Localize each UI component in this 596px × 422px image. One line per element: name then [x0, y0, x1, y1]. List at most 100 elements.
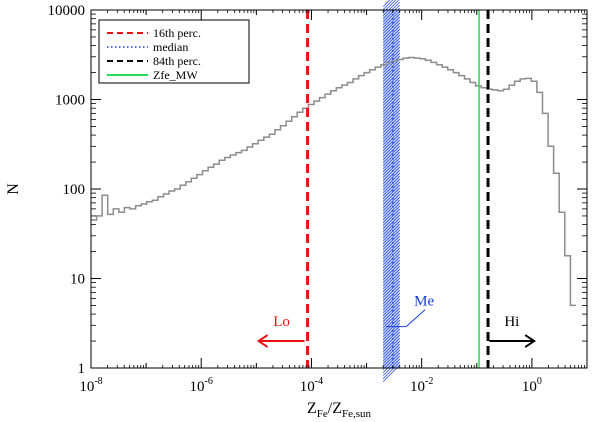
median-band-hatch — [382, 202, 400, 220]
lo-arrow-head — [256, 334, 269, 348]
median-band-hatch — [382, 307, 400, 325]
median-band-hatch — [382, 61, 400, 79]
median-band-hatch — [382, 133, 400, 151]
median-band-hatch — [382, 145, 400, 163]
median-band-hatch — [382, 277, 400, 295]
median-band-hatch — [382, 280, 400, 298]
median-band-hatch — [382, 238, 400, 256]
median-band-hatch — [382, 289, 400, 307]
y-tick-label: 10000 — [48, 3, 86, 19]
median-band-hatch — [382, 235, 400, 253]
median-band-hatch — [382, 232, 400, 250]
x-axis-label-slash: /Z — [328, 400, 342, 417]
x-axis-label: ZFe/ZFe,sun — [307, 400, 372, 420]
x-axis-label-sub2: Fe,sun — [342, 408, 372, 420]
median-band-hatch — [382, 13, 400, 31]
annotations-layer: Lo Hi Me — [256, 294, 536, 348]
median-band-hatch — [382, 163, 400, 181]
median-band-hatch — [382, 31, 400, 49]
median-band-hatch — [382, 142, 400, 160]
legend-label: median — [153, 40, 188, 54]
median-band-hatch — [382, 88, 400, 106]
median-band-hatch — [382, 211, 400, 229]
x-tick-label-exponent: 0 — [537, 376, 542, 387]
median-band-hatch — [382, 223, 400, 241]
median-band-hatch — [382, 118, 400, 136]
median-band-hatch — [382, 187, 400, 205]
median-band-hatch — [382, 103, 400, 121]
median-band-hatch — [382, 22, 400, 40]
median-band-hatch — [382, 130, 400, 148]
median-band-hatch — [382, 10, 400, 28]
median-band-hatch — [382, 151, 400, 169]
median-band-hatch — [382, 259, 400, 277]
median-band-hatch — [382, 346, 400, 364]
hi-arrow-head — [524, 334, 536, 348]
median-band-layer — [382, 0, 400, 382]
median-band-hatch — [382, 178, 400, 196]
x-axis-label-sub1: Fe — [317, 408, 328, 420]
median-band-hatch — [382, 256, 400, 274]
median-band-hatch — [382, 199, 400, 217]
x-tick-label-exponent: -6 — [205, 376, 213, 387]
median-band-hatch — [382, 160, 400, 178]
median-band-hatch — [382, 76, 400, 94]
median-band-hatch — [382, 283, 400, 301]
median-band-hatch — [382, 271, 400, 289]
median-band-hatch — [382, 64, 400, 82]
median-band-hatch — [382, 154, 400, 172]
median-band-hatch — [382, 0, 394, 10]
median-band-hatch — [382, 208, 400, 226]
median-band-hatch — [382, 301, 400, 319]
x-tick-label-base: 10 — [522, 379, 537, 395]
median-band-hatch — [382, 268, 400, 286]
median-band-hatch — [382, 0, 400, 16]
median-band-hatch — [382, 34, 400, 52]
median-band-hatch — [382, 295, 400, 313]
median-band-hatch — [382, 25, 400, 43]
median-band-hatch — [382, 343, 400, 361]
median-band-hatch — [382, 157, 400, 175]
median-band-hatch — [382, 334, 400, 352]
median-band-hatch — [382, 106, 400, 124]
x-axis-label-main: Z — [307, 400, 317, 417]
median-band-hatch — [382, 73, 400, 91]
median-band-hatch — [382, 115, 400, 133]
median-band-hatch — [382, 79, 400, 97]
median-band-hatch — [382, 70, 400, 88]
x-tick-label: 10-2 — [410, 376, 433, 395]
median-band-hatch — [382, 16, 400, 34]
x-tick-label: 100 — [522, 376, 542, 395]
median-band-hatch — [382, 322, 400, 340]
legend-label: 84th perc. — [153, 54, 201, 68]
legend-label: Zfe_MW — [153, 68, 198, 82]
legend-box — [98, 19, 250, 84]
median-band-hatch — [382, 58, 400, 76]
x-tick-label: 10-6 — [190, 376, 213, 395]
median-band-hatch — [382, 328, 400, 346]
hi-label: Hi — [504, 314, 519, 330]
median-band-hatch — [382, 193, 400, 211]
median-band-hatch — [382, 247, 400, 265]
median-band-hatch — [382, 262, 400, 280]
median-band-hatch — [382, 253, 400, 271]
median-band-hatch — [382, 250, 400, 268]
median-band-hatch — [382, 46, 400, 64]
median-band-hatch — [382, 355, 400, 373]
median-band-hatch — [382, 298, 400, 316]
median-band-hatch — [382, 361, 400, 379]
median-band-hatch — [382, 244, 400, 262]
median-band-hatch — [382, 217, 400, 235]
median-band-hatch — [382, 304, 400, 322]
median-band-hatch — [382, 67, 400, 85]
median-band-hatch — [382, 172, 400, 190]
median-band-hatch — [382, 4, 400, 22]
percentile-lines-layer — [306, 10, 490, 368]
x-tick-label-base: 10 — [79, 379, 94, 395]
x-tick-label: 10-8 — [79, 376, 102, 395]
median-band-hatch — [382, 19, 400, 37]
median-band-hatch — [382, 265, 400, 283]
